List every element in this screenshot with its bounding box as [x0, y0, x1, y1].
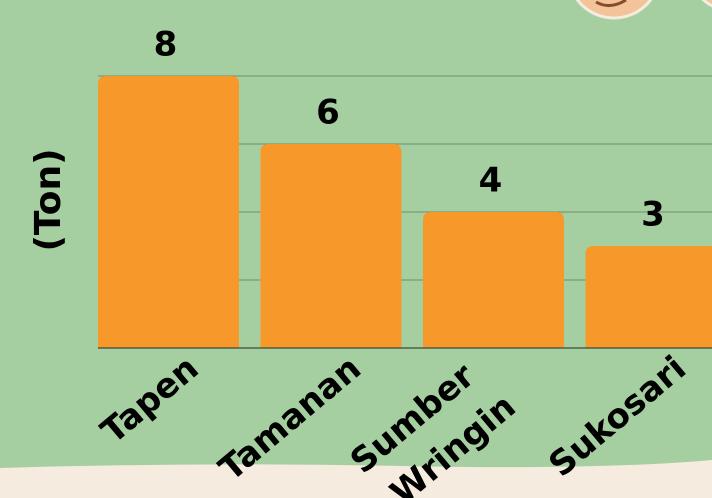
decor-circle — [575, 0, 653, 20]
y-axis-label: (Ton) — [28, 148, 69, 251]
bar — [585, 246, 712, 348]
decor-icon — [595, 0, 627, 7]
bar — [98, 76, 239, 348]
bar — [260, 144, 402, 348]
decor-circle — [701, 0, 712, 8]
footer-band — [0, 460, 712, 498]
value-label: 4 — [479, 161, 503, 201]
value-label: 3 — [641, 195, 665, 235]
bar — [423, 212, 564, 348]
value-label: 6 — [316, 93, 340, 133]
value-label: 8 — [154, 25, 178, 65]
